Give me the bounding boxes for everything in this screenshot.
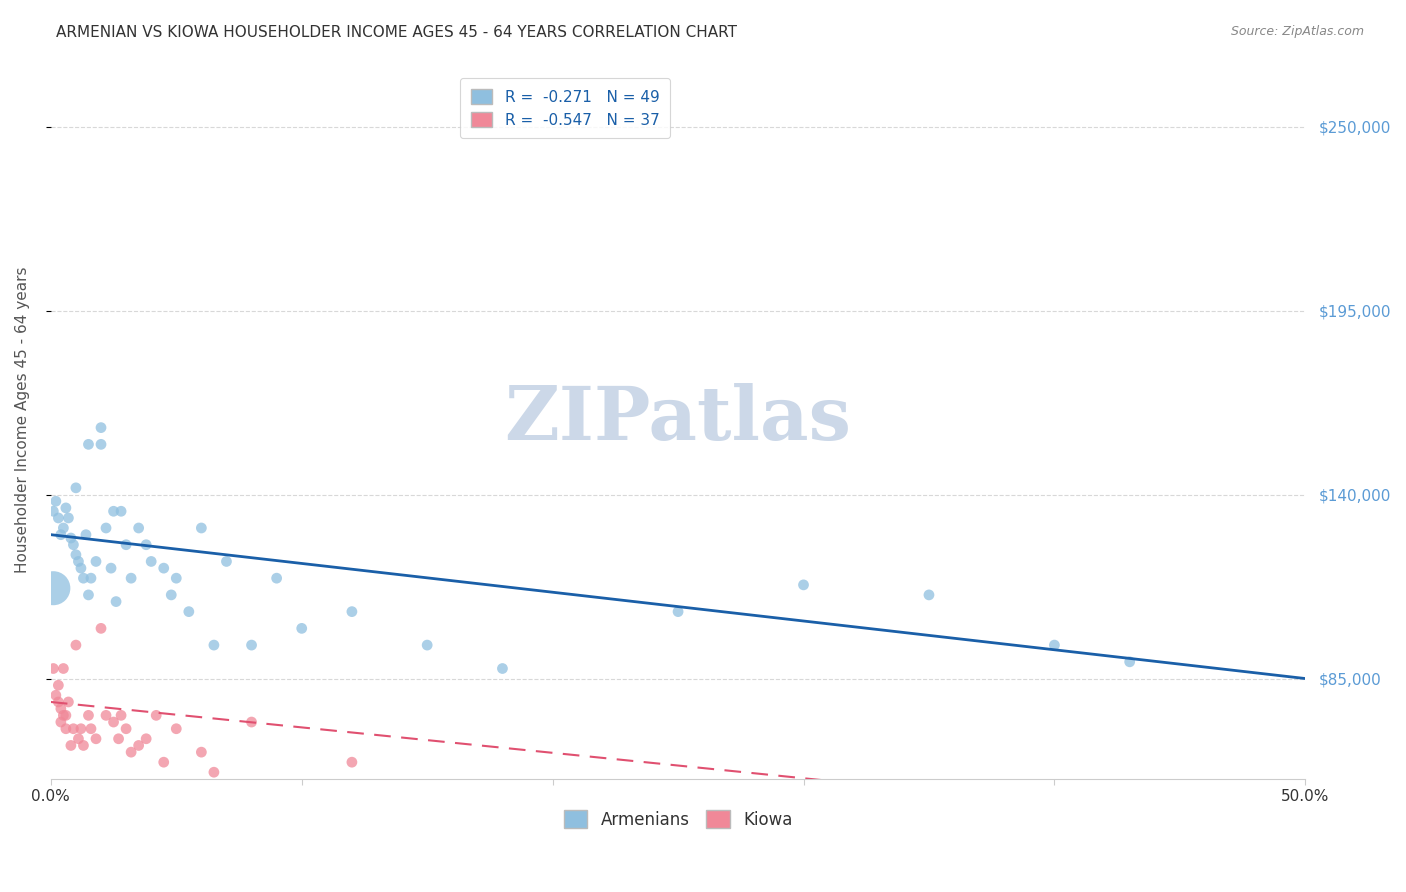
Point [72,739,94,753]
Point [202,638,225,652]
Point [49,527,72,541]
Text: ARMENIAN VS KIOWA HOUSEHOLDER INCOME AGES 45 - 64 YEARS CORRELATION CHART: ARMENIAN VS KIOWA HOUSEHOLDER INCOME AGE… [56,25,737,40]
Point [135,538,157,552]
Point [48,511,70,525]
Text: Source: ZipAtlas.com: Source: ZipAtlas.com [1230,25,1364,38]
Point [42,661,65,675]
Point [291,621,314,635]
Point [100,561,122,575]
Point [103,504,125,518]
Point [59,531,82,545]
Point [67,554,90,568]
Point [59,739,82,753]
Point [135,731,157,746]
Point [792,578,814,592]
Point [115,722,138,736]
Point [58,695,80,709]
Point [70,722,93,736]
Point [416,638,439,652]
Y-axis label: Householder Income Ages 45 - 64 years: Householder Income Ages 45 - 64 years [15,266,30,573]
Point [105,594,128,608]
Point [52,708,75,723]
Point [340,755,363,769]
Point [58,511,80,525]
Point [49,701,72,715]
Point [52,661,75,675]
Point [240,714,263,729]
Point [190,521,212,535]
Point [45,494,67,508]
Point [190,745,212,759]
Point [94,521,117,535]
Point [120,571,142,585]
Point [128,521,150,535]
Point [84,554,107,568]
Point [160,588,183,602]
Point [77,588,100,602]
Point [65,481,87,495]
Point [202,765,225,780]
Point [62,722,84,736]
Point [340,605,363,619]
Point [666,605,689,619]
Point [80,722,103,736]
Point [1118,655,1140,669]
Point [72,571,94,585]
Point [49,714,72,729]
Point [120,745,142,759]
Point [45,688,67,702]
Point [55,500,77,515]
Point [65,548,87,562]
Point [80,571,103,585]
Point [67,731,90,746]
Point [42,504,65,518]
Point [215,554,238,568]
Point [94,708,117,723]
Point [177,605,200,619]
Point [48,695,70,709]
Point [84,731,107,746]
Point [128,739,150,753]
Point [62,538,84,552]
Point [240,638,263,652]
Point [107,731,129,746]
Point [55,708,77,723]
Point [141,554,163,568]
Legend: Armenians, Kiowa: Armenians, Kiowa [557,804,799,835]
Point [266,571,288,585]
Point [491,661,513,675]
Point [152,561,174,575]
Point [48,678,70,692]
Point [77,437,100,451]
Point [110,504,132,518]
Point [42,581,65,595]
Point [145,708,167,723]
Point [1043,638,1066,652]
Point [90,420,112,434]
Point [918,588,941,602]
Point [55,722,77,736]
Point [90,621,112,635]
Point [52,521,75,535]
Point [77,708,100,723]
Point [152,755,174,769]
Point [291,779,314,793]
Point [65,638,87,652]
Point [70,561,93,575]
Point [165,722,187,736]
Point [75,527,97,541]
Point [103,714,125,729]
Point [115,538,138,552]
Text: ZIPatlas: ZIPatlas [505,383,852,456]
Point [90,437,112,451]
Point [165,571,187,585]
Point [110,708,132,723]
